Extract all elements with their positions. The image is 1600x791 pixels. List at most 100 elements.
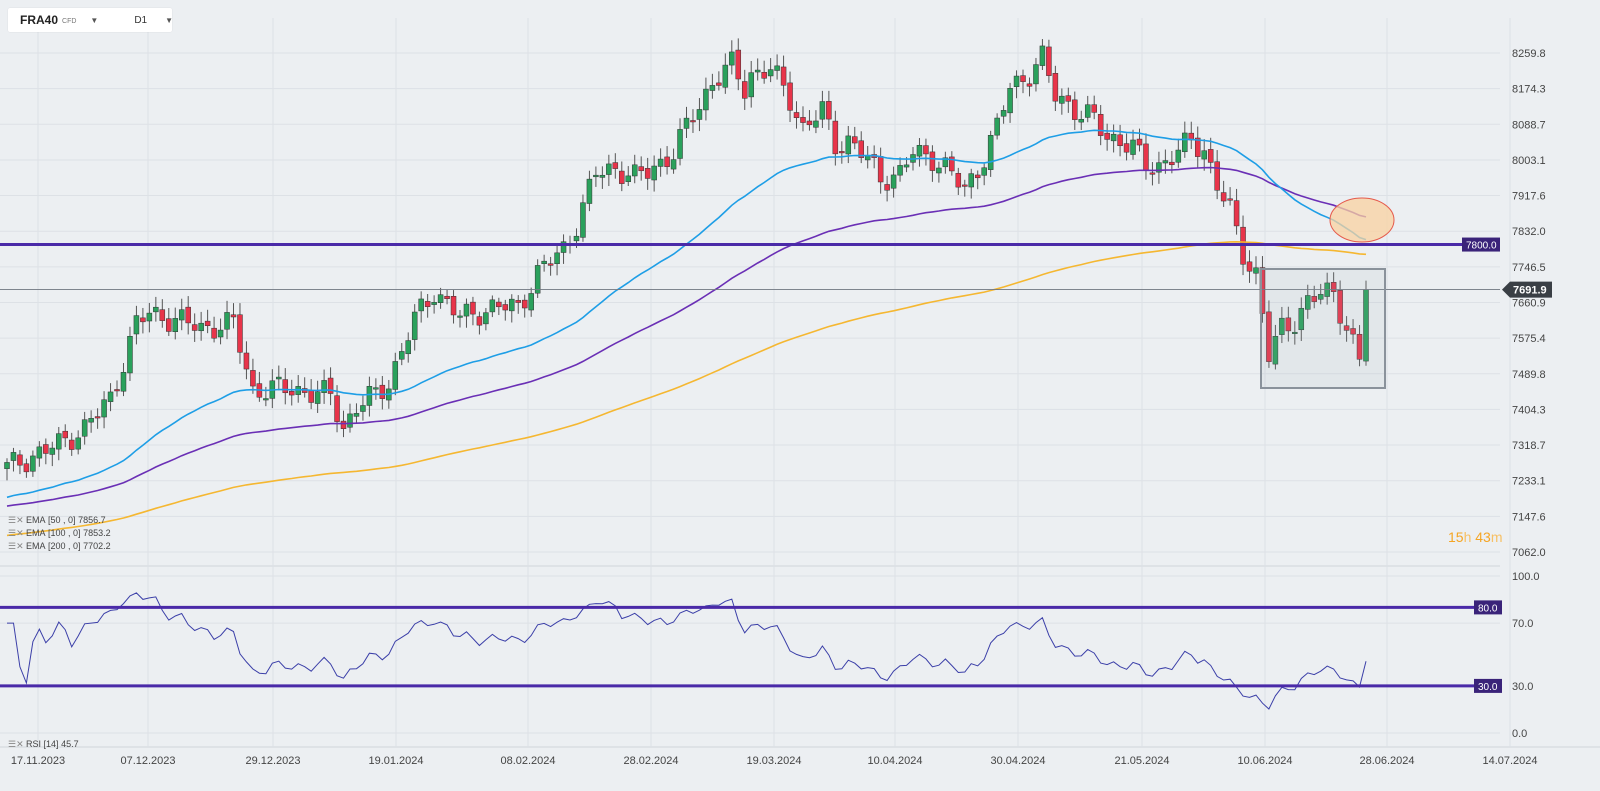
candle-body <box>250 370 256 387</box>
candle-body <box>515 300 521 303</box>
candlestick <box>1117 124 1123 157</box>
candle-body <box>735 49 742 80</box>
candlestick <box>75 430 81 455</box>
candle-body <box>1272 336 1279 365</box>
candlestick <box>418 291 424 323</box>
rsi-legend[interactable]: ☰✕ RSI [14] 45.7 <box>8 738 79 750</box>
price-axis-label: 7660.9 <box>1512 298 1546 310</box>
candle-body <box>1026 83 1033 87</box>
candlestick <box>974 170 981 190</box>
time-axis-label: 28.02.2024 <box>623 755 678 767</box>
consolidation-box[interactable] <box>1260 268 1386 389</box>
ema200-legend-label: EMA <box>26 541 46 551</box>
timeframe-dropdown-icon[interactable]: ▼ <box>165 15 174 25</box>
candlestick <box>81 411 88 445</box>
candlestick <box>431 295 437 314</box>
candle-body <box>334 395 340 422</box>
candle-body <box>127 336 133 374</box>
candle-body <box>560 241 567 253</box>
candle-body <box>360 405 366 412</box>
candlestick <box>10 447 17 472</box>
time-axis-label: 29.12.2023 <box>245 755 300 767</box>
candle-body <box>30 455 36 472</box>
symbol-selector[interactable]: FRA40 CFD ▼ D1 ▼ <box>8 8 174 32</box>
ema-cross-highlight[interactable] <box>1329 197 1395 243</box>
candlestick <box>68 432 75 456</box>
candlestick <box>1227 187 1233 206</box>
time-axis-label: 10.06.2024 <box>1237 755 1292 767</box>
price-axis-label: 7318.7 <box>1512 440 1546 452</box>
current-price-tag <box>1502 281 1552 298</box>
candle-body <box>1246 261 1253 272</box>
time-axis-label: 19.01.2024 <box>368 755 423 767</box>
candle-body <box>677 129 683 159</box>
candlestick <box>696 98 703 132</box>
candle-body <box>140 317 146 323</box>
candle-body <box>1169 161 1175 166</box>
indicator-settings-icon[interactable]: ☰✕ <box>8 540 24 551</box>
candle-body <box>1033 64 1039 85</box>
candlestick <box>172 307 179 340</box>
candle-body <box>1104 132 1110 140</box>
candlestick <box>140 307 146 334</box>
candle-body <box>263 398 269 401</box>
current-price-value: 7691.9 <box>1513 285 1547 297</box>
candlestick <box>1220 180 1227 207</box>
candle-body <box>580 202 586 238</box>
indicator-settings-icon[interactable]: ☰✕ <box>8 738 24 749</box>
candlestick <box>612 153 619 179</box>
candlestick <box>237 303 243 364</box>
candle-countdown: 15h 43m <box>1448 529 1503 545</box>
candlestick <box>1097 105 1104 146</box>
candlestick <box>321 369 327 404</box>
symbol-dropdown-icon[interactable]: ▼ <box>90 15 99 25</box>
candlestick <box>424 294 431 318</box>
candle-body <box>664 156 670 167</box>
candlestick <box>1104 123 1110 151</box>
candle-body <box>1130 139 1136 155</box>
indicator-settings-icon[interactable]: ☰✕ <box>8 527 24 538</box>
candlestick <box>1143 133 1149 180</box>
candle-body <box>573 235 580 242</box>
ema200-legend[interactable]: ☰✕ EMA [200 , 0] 7702.2 <box>8 540 111 552</box>
candle-body <box>962 184 968 187</box>
candlestick <box>644 157 651 190</box>
symbol-name[interactable]: FRA40 <box>20 13 59 27</box>
candle-body <box>282 379 289 394</box>
rsi-overbought-line-value: 80.0 <box>1478 603 1498 614</box>
candlestick <box>1136 128 1143 152</box>
candlestick <box>890 166 897 198</box>
price-axis-label: 7746.5 <box>1512 262 1546 274</box>
timeframe-label[interactable]: D1 <box>134 14 148 26</box>
candle-body <box>884 184 890 191</box>
ema100-legend-params: [100 , 0] <box>48 528 81 538</box>
candle-body <box>146 312 153 322</box>
candle-body <box>502 304 509 311</box>
candle-body <box>929 151 936 171</box>
candle-body <box>178 309 185 321</box>
ema100-legend-value: 7853.2 <box>83 528 111 538</box>
candlestick <box>560 234 567 264</box>
indicator-settings-icon[interactable]: ☰✕ <box>8 514 24 525</box>
candlestick <box>146 302 153 333</box>
candlestick <box>1013 70 1020 99</box>
time-axis-label: 10.04.2024 <box>867 755 922 767</box>
ema100-legend[interactable]: ☰✕ EMA [100 , 0] 7853.2 <box>8 527 111 539</box>
ema200-legend-params: [200 , 0] <box>48 541 81 551</box>
candlestick <box>994 113 1000 140</box>
candlestick <box>593 166 599 187</box>
candle-body <box>418 298 424 312</box>
candle-body <box>94 416 101 419</box>
candle-body <box>1117 134 1123 147</box>
candle-body <box>1084 104 1091 118</box>
countdown-hours: 15 <box>1448 529 1464 545</box>
candle-body <box>327 377 334 394</box>
symbol-type: CFD <box>62 17 77 25</box>
candlestick <box>1292 321 1298 345</box>
candlestick <box>1188 121 1195 150</box>
candle-body <box>1227 198 1233 201</box>
ema50-legend[interactable]: ☰✕ EMA [50 , 0] 7856.7 <box>8 514 106 526</box>
candlestick <box>1201 139 1207 171</box>
candle-body <box>858 140 864 158</box>
